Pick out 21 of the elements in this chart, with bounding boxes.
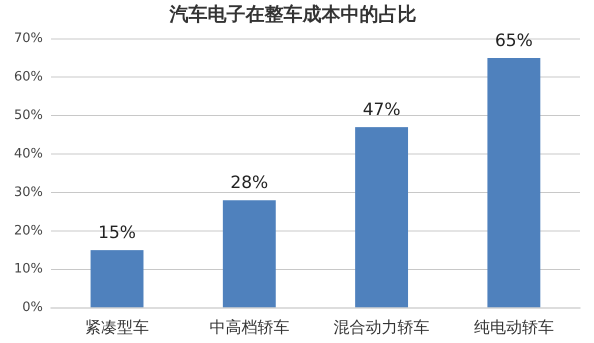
y-tick-label: 10% (14, 262, 43, 277)
y-tick-label: 60% (14, 70, 43, 85)
bar (90, 250, 144, 308)
x-tick-label: 中高档轿车 (209, 318, 290, 337)
x-tick-label: 混合动力轿车 (334, 318, 430, 337)
y-tick-label: 40% (14, 146, 43, 162)
y-tick-label: 20% (14, 223, 43, 238)
x-tick-label: 纯电动轿车 (474, 318, 554, 337)
chart-title: 汽车电子在整车成本中的占比 (168, 3, 416, 26)
data-label: 15% (98, 223, 136, 244)
data-label: 47% (362, 100, 400, 120)
y-tick-label: 30% (14, 184, 43, 200)
x-tick-label: 紧凑型车 (85, 318, 150, 337)
data-label: 65% (494, 30, 533, 51)
y-tick-label: 70% (14, 31, 43, 46)
bar (222, 200, 276, 308)
bar (355, 127, 408, 308)
bar (487, 58, 540, 308)
y-tick-label: 0% (22, 300, 43, 316)
data-label: 28% (230, 173, 268, 194)
y-tick-label: 50% (14, 108, 43, 124)
